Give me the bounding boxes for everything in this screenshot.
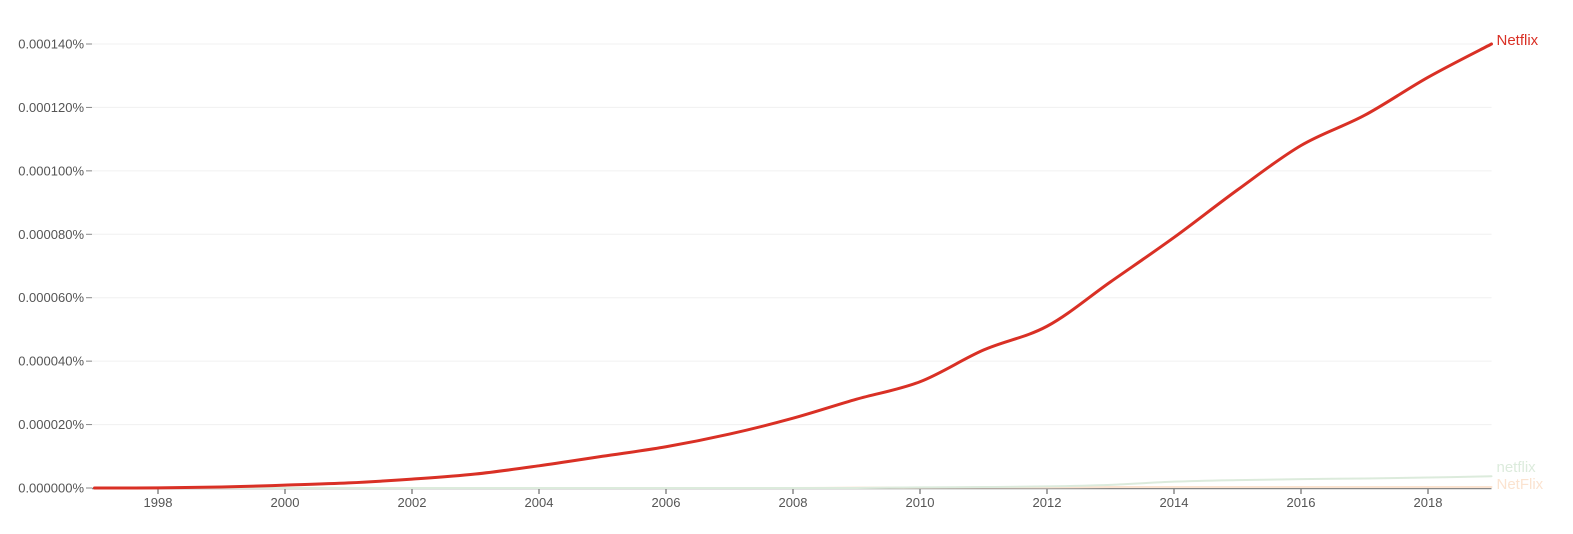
series-lines bbox=[93, 42, 1493, 490]
x-tick-label: 2010 bbox=[906, 495, 935, 510]
x-tick-label: 2014 bbox=[1160, 495, 1189, 510]
y-tick-label: 0.000000% bbox=[18, 481, 84, 496]
y-tick-label: 0.000020% bbox=[18, 417, 84, 432]
x-tick-label: 2008 bbox=[779, 495, 808, 510]
x-tick-label: 1998 bbox=[144, 495, 173, 510]
y-tick-label: 0.000060% bbox=[18, 290, 84, 305]
x-axis: 1998 2000 2002 2004 2006 2008 2010 2012 2014 2016… bbox=[92, 487, 1492, 510]
series-label: Netflix bbox=[1497, 32, 1539, 49]
gridlines bbox=[92, 43, 1492, 426]
y-tick-label: 0.000080% bbox=[18, 227, 84, 242]
series-label: netflix bbox=[1497, 459, 1537, 476]
y-tick-label: 0.000040% bbox=[18, 354, 84, 369]
x-tick-label: 2016 bbox=[1287, 495, 1316, 510]
series-line-netflix bbox=[93, 42, 1493, 490]
y-axis: 0.000000% 0.000020% 0.000040% 0.000060% 0.00… bbox=[18, 37, 92, 496]
y-tick-label: 0.000100% bbox=[18, 163, 84, 178]
x-tick-label: 2006 bbox=[652, 495, 681, 510]
series-line-netflix bbox=[93, 475, 1493, 490]
x-tick-label: 2004 bbox=[525, 495, 554, 510]
x-tick-label: 2012 bbox=[1033, 495, 1062, 510]
x-tick-label: 2002 bbox=[398, 495, 427, 510]
x-tick-label: 2018 bbox=[1414, 495, 1443, 510]
x-tick-label: 2000 bbox=[271, 495, 300, 510]
series-label: NetFlix bbox=[1497, 476, 1544, 493]
y-tick-label: 0.000120% bbox=[18, 100, 84, 115]
y-tick-label: 0.000140% bbox=[18, 37, 84, 52]
